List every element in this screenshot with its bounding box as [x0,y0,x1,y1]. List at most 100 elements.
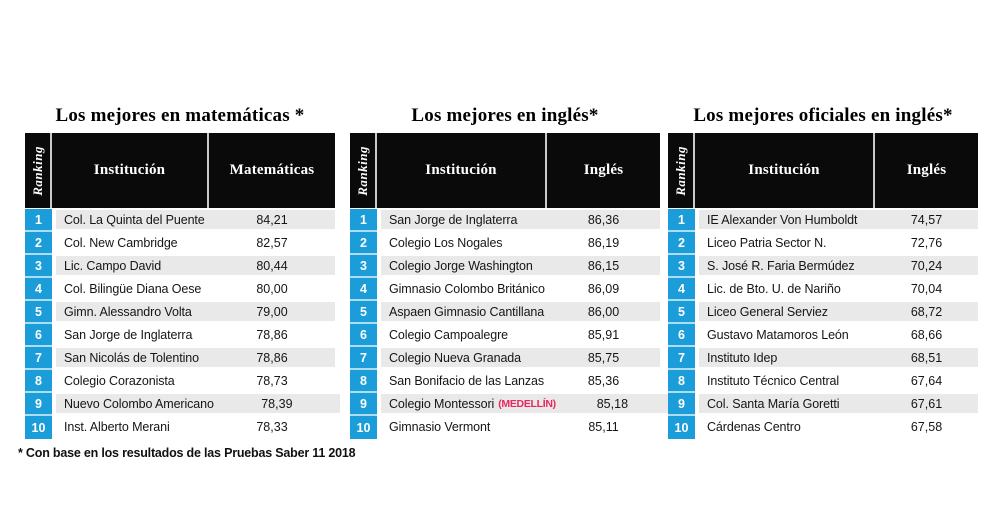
rank-badge: 8 [668,370,695,393]
score-value: 85,91 [587,327,620,342]
row-band: San Jorge de Inglaterra 86,36 [381,210,660,229]
score-value: 78,33 [256,419,288,434]
score-value: 78,73 [256,373,288,388]
table-row: 9 Colegio Montessori (MEDELLÍN) 85,18 [350,393,669,416]
rank-badge: 9 [668,393,695,416]
score-value: 78,39 [261,396,293,411]
score-value: 70,24 [910,258,943,273]
row-band: Gimnasio Vermont 85,11 [381,417,660,436]
ranking-table-matematicas: Los mejores en matemáticas * Ranking Ins… [25,105,340,439]
table-row: 6 San Jorge de Inglaterra 78,86 [25,324,335,347]
score-value: 78,86 [256,350,288,365]
score-value: 85,18 [596,396,629,411]
table-row: 5 Aspaen Gimnasio Cantillana 86,00 [350,301,660,324]
institution-name: Gustavo Matamoros León [707,327,849,342]
table-row: 6 Gustavo Matamoros León 68,66 [668,324,978,347]
row-band: IE Alexander Von Humboldt 74,57 [699,210,978,229]
rank-badge: 7 [668,347,695,370]
source-footnote: * Con base en los resultados de las Prue… [18,446,356,460]
institution-name: Gimnasio Colombo Británico [389,281,545,296]
row-band: Instituto Idep 68,51 [699,348,978,367]
rank-badge: 7 [25,347,52,370]
score-value: 85,36 [587,373,620,388]
table-row: 10 Inst. Alberto Merani 78,33 [25,416,335,439]
score-value: 85,75 [587,350,620,365]
institution-name: Gimn. Alessandro Volta [64,304,192,319]
row-band: Col. Bilingüe Diana Oese 80,00 [56,279,335,298]
institution-name: Colegio Corazonista [64,373,175,388]
row-band: Inst. Alberto Merani 78,33 [56,417,335,436]
table-row: 1 Col. La Quinta del Puente 84,21 [25,209,335,232]
score-value: 79,00 [256,304,288,319]
rank-badge: 2 [350,232,377,255]
row-band: Gimnasio Colombo Británico 86,09 [381,279,660,298]
institution-column-header: Institución [695,133,875,208]
table-row: 8 Colegio Corazonista 78,73 [25,370,335,393]
table-row: 7 San Nicolás de Tolentino 78,86 [25,347,335,370]
table-row: 1 San Jorge de Inglaterra 86,36 [350,209,660,232]
table-row: 2 Liceo Patria Sector N. 72,76 [668,232,978,255]
rank-badge: 10 [668,416,695,439]
row-band: Colegio Los Nogales 86,19 [381,233,660,252]
table-row: 8 Instituto Técnico Central 67,64 [668,370,978,393]
score-value: 85,11 [588,419,619,434]
row-band: Aspaen Gimnasio Cantillana 86,00 [381,302,660,321]
table-body: 1 IE Alexander Von Humboldt 74,57 2 Liceo Pa… [668,209,978,439]
row-band: Colegio Montessori (MEDELLÍN) 85,18 [381,394,669,413]
row-band: Col. Santa María Goretti 67,61 [699,394,978,413]
table-row: 5 Liceo General Serviez 68,72 [668,301,978,324]
table-row: 1 IE Alexander Von Humboldt 74,57 [668,209,978,232]
score-value: 86,00 [587,304,620,319]
row-band: Liceo Patria Sector N. 72,76 [699,233,978,252]
table-row: 9 Col. Santa María Goretti 67,61 [668,393,978,416]
institution-column-header: Institución [52,133,209,208]
row-band: Col. New Cambridge 82,57 [56,233,335,252]
score-column-header: Matemáticas [229,162,315,178]
rank-badge: 3 [25,255,52,278]
row-band: S. José R. Faria Bermúdez 70,24 [699,256,978,275]
rank-badge: 1 [668,209,695,232]
table-row: 10 Gimnasio Vermont 85,11 [350,416,660,439]
rank-badge: 6 [668,324,695,347]
institution-name: Instituto Técnico Central [707,373,840,388]
score-value: 86,15 [587,258,620,273]
score-value: 68,66 [910,327,943,342]
table-row: 4 Gimnasio Colombo Británico 86,09 [350,278,660,301]
score-column-header: Inglés [583,162,624,178]
institution-name: San Bonifacio de las Lanzas [389,373,545,388]
table-row: 7 Colegio Nueva Granada 85,75 [350,347,660,370]
institution-name: Col. Bilingüe Diana Oese [64,281,202,296]
table-row: 10 Cárdenas Centro 67,58 [668,416,978,439]
institution-name: Aspaen Gimnasio Cantillana [389,304,545,319]
table-header: Ranking Institución Inglés [668,133,978,208]
score-value: 70,04 [910,281,943,296]
score-value: 67,64 [910,373,943,388]
institution-name: Nuevo Colombo Americano [64,396,214,411]
row-band: Nuevo Colombo Americano 78,39 [56,394,340,413]
table-row: 4 Col. Bilingüe Diana Oese 80,00 [25,278,335,301]
rank-badge: 3 [350,255,377,278]
ranking-column-header: Ranking [668,133,695,208]
institution-name: Liceo Patria Sector N. [707,235,827,250]
row-band: Colegio Campoalegre 85,91 [381,325,660,344]
table-title: Los mejores en inglés* [411,105,599,126]
rank-badge: 4 [350,278,377,301]
institution-name: Cárdenas Centro [707,419,801,434]
table-row: 3 Colegio Jorge Washington 86,15 [350,255,660,278]
score-value: 86,09 [587,281,620,296]
table-row: 6 Colegio Campoalegre 85,91 [350,324,660,347]
table-body: 1 Col. La Quinta del Puente 84,21 2 Col. New… [25,209,340,439]
score-value: 68,72 [910,304,943,319]
row-band: Colegio Jorge Washington 86,15 [381,256,660,275]
ranking-column-header: Ranking [350,133,377,208]
table-row: 8 San Bonifacio de las Lanzas 85,36 [350,370,660,393]
rank-badge: 8 [350,370,377,393]
institution-name: S. José R. Faria Bermúdez [707,258,855,273]
rank-badge: 8 [25,370,52,393]
rank-badge: 10 [25,416,52,439]
row-band: Colegio Corazonista 78,73 [56,371,335,390]
score-value: 80,00 [256,281,288,296]
row-band: Gustavo Matamoros León 68,66 [699,325,978,344]
institution-name: Liceo General Serviez [707,304,828,319]
